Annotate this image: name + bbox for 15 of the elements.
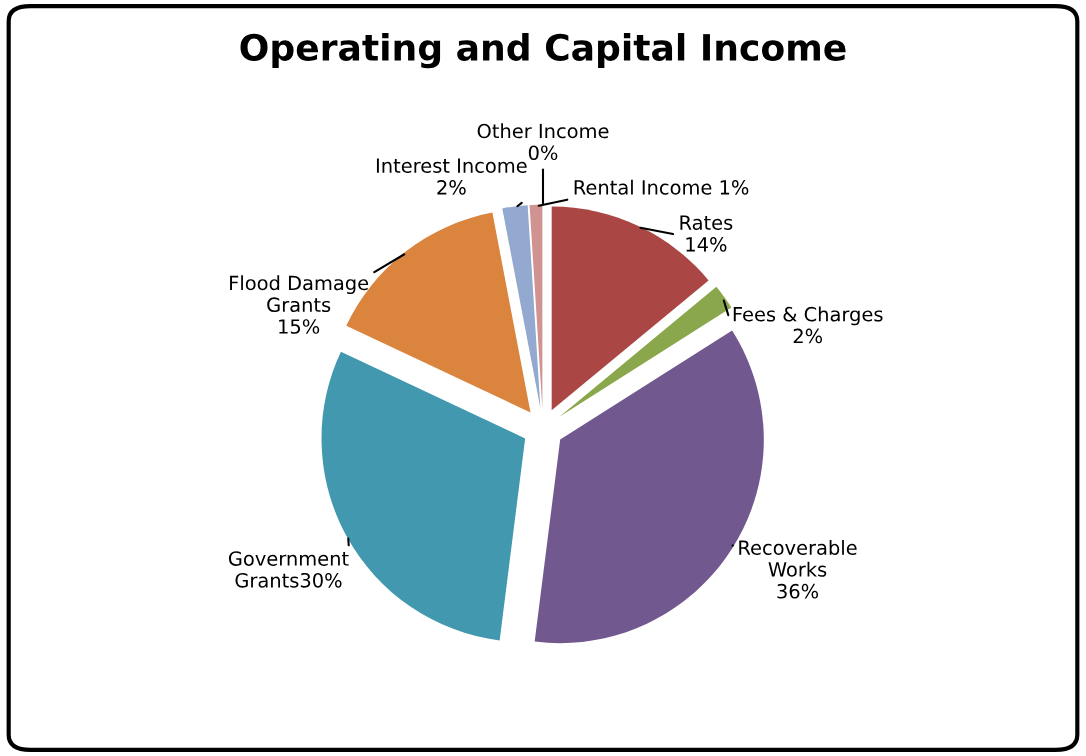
data-label: 14%: [686, 236, 727, 252]
slice-label: Recoverable Works: [739, 539, 857, 577]
chart-title: Operating and Capital Income: [240, 33, 846, 69]
slice-label: Interest Income: [376, 158, 527, 173]
text: 0%: [528, 145, 558, 161]
slice-label: Flood Damage Grants: [230, 275, 369, 313]
slice-label: Fees & Charges: [733, 306, 883, 326]
slice-label: Government Grants30%: [228, 551, 349, 588]
data-label: 36%: [777, 583, 819, 599]
slice-label: Rates: [680, 215, 733, 230]
slice-label: Rental Income 1%: [574, 179, 749, 195]
data-label: 2%: [793, 328, 823, 344]
category-label: Other Income: [477, 123, 609, 139]
data-label: 15%: [279, 319, 320, 334]
data-label: 2%: [437, 180, 466, 195]
